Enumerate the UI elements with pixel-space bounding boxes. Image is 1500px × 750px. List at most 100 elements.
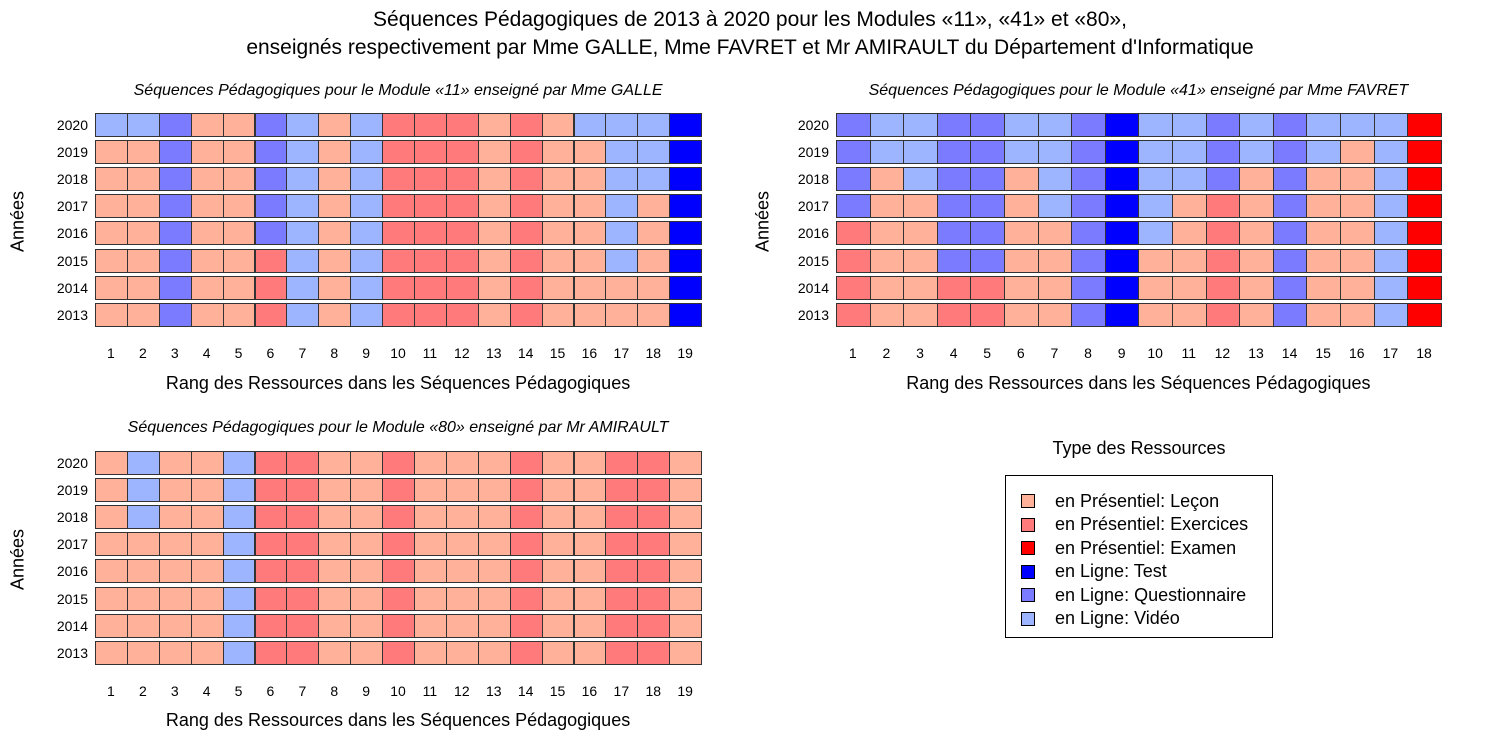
heatmap-cell [126, 302, 160, 327]
heatmap-cell [382, 221, 415, 246]
heatmap-cell [1306, 167, 1341, 192]
heatmap-cell [869, 140, 905, 165]
heatmap-cell [126, 559, 160, 584]
heatmap-cell [869, 275, 905, 300]
heatmap-cell [254, 586, 288, 611]
heatmap-cell [1340, 140, 1375, 165]
heatmap-cell [222, 478, 256, 503]
heatmap-cell [477, 194, 511, 219]
heatmap-cell [903, 113, 938, 137]
heatmap-cell [1037, 221, 1073, 246]
heatmap-cell [190, 140, 224, 165]
heatmap-cell [126, 505, 160, 530]
heatmap-cell [637, 505, 671, 530]
heatmap-cell [1004, 275, 1039, 300]
heatmap-cell [254, 221, 288, 246]
heatmap-cell [1239, 113, 1274, 137]
heatmap-cell [254, 113, 288, 137]
heatmap-cell [637, 248, 671, 273]
heatmap-cell [414, 113, 447, 137]
heatmap-cell [318, 302, 352, 327]
heatmap-cell [318, 275, 352, 300]
heatmap-cell [286, 532, 320, 557]
heatmap-cell [1239, 248, 1274, 273]
heatmap-cell [1239, 167, 1274, 192]
heatmap-cell [1205, 194, 1241, 219]
heatmap-cell [509, 113, 543, 137]
year-label: 2016 [797, 225, 829, 242]
heatmap-cell [1138, 113, 1173, 137]
heatmap-cell [509, 221, 543, 246]
heatmap-cell [1071, 302, 1106, 327]
year-label: 2018 [56, 509, 88, 526]
rank-tick-label: 6 [266, 345, 275, 361]
heatmap-cell [414, 559, 447, 584]
heatmap-cell [1205, 167, 1241, 192]
heatmap-cell [1340, 167, 1375, 192]
rank-tick-label: 7 [1050, 345, 1059, 361]
heatmap-cell [318, 248, 352, 273]
heatmap-cell [95, 167, 128, 192]
rank-tick-label: 2 [138, 683, 147, 699]
legend-swatch [1021, 541, 1035, 555]
heatmap-cell [605, 248, 639, 273]
heatmap-cell [1138, 140, 1173, 165]
heatmap-cell [605, 140, 639, 165]
heatmap-cell [541, 640, 575, 665]
heatmap-cell [158, 221, 192, 246]
heatmap-cell [382, 559, 415, 584]
heatmap-cell [1373, 194, 1409, 219]
heatmap-cell [1172, 302, 1207, 327]
heatmap-cell [509, 167, 543, 192]
heatmap-cell [541, 451, 575, 475]
heatmap-cell [318, 221, 352, 246]
rank-tick-label: 3 [916, 345, 924, 361]
heatmap-cell [126, 194, 160, 219]
heatmap-cell [637, 221, 671, 246]
heatmap-cell [350, 140, 384, 165]
rank-tick-label: 9 [362, 345, 371, 361]
rank-tick-label: 19 [677, 345, 693, 361]
heatmap-cell [445, 532, 479, 557]
heatmap-cell [903, 302, 938, 327]
heatmap-cell [1104, 248, 1140, 273]
legend-item: en Présentiel: Exercices [1021, 514, 1248, 536]
heatmap-cell [95, 248, 128, 273]
legend-label: en Ligne: Test [1055, 561, 1167, 581]
heatmap-cell [95, 275, 128, 300]
heatmap-cell [970, 140, 1005, 165]
heatmap-cell [1071, 113, 1106, 137]
heatmap-cell [382, 532, 415, 557]
heatmap-cell [286, 221, 320, 246]
heatmap-cell [1272, 167, 1308, 192]
heatmap-cell [95, 221, 128, 246]
heatmap-cell [573, 248, 607, 273]
rank-tick-label: 17 [1382, 345, 1399, 361]
heatmap-cell [445, 194, 479, 219]
heatmap-cell [445, 113, 479, 137]
heatmap-cell [158, 167, 192, 192]
heatmap-cell [669, 302, 703, 327]
heatmap-cell [477, 559, 511, 584]
heatmap-cell [669, 505, 703, 530]
year-label: 2014 [797, 279, 829, 296]
heatmap-cell [669, 167, 703, 192]
heatmap-cell [477, 478, 511, 503]
heatmap-cell [903, 194, 938, 219]
heatmap-cell [541, 532, 575, 557]
rank-tick-label: 14 [517, 345, 534, 361]
heatmap-cell [318, 640, 352, 665]
heatmap-cell [970, 302, 1005, 327]
heatmap-cell [350, 275, 384, 300]
heatmap-cell [286, 640, 320, 665]
heatmap-cell [605, 113, 639, 137]
heatmap-cell [1306, 248, 1341, 273]
heatmap-cell [573, 167, 607, 192]
heatmap-cell [95, 451, 128, 475]
heatmap-cell [382, 613, 415, 638]
heatmap-cell [637, 613, 671, 638]
heatmap-cell [222, 194, 256, 219]
legend-label: en Présentiel: Leçon [1055, 490, 1220, 511]
heatmap-cell [970, 275, 1005, 300]
heatmap-cell [509, 451, 543, 475]
